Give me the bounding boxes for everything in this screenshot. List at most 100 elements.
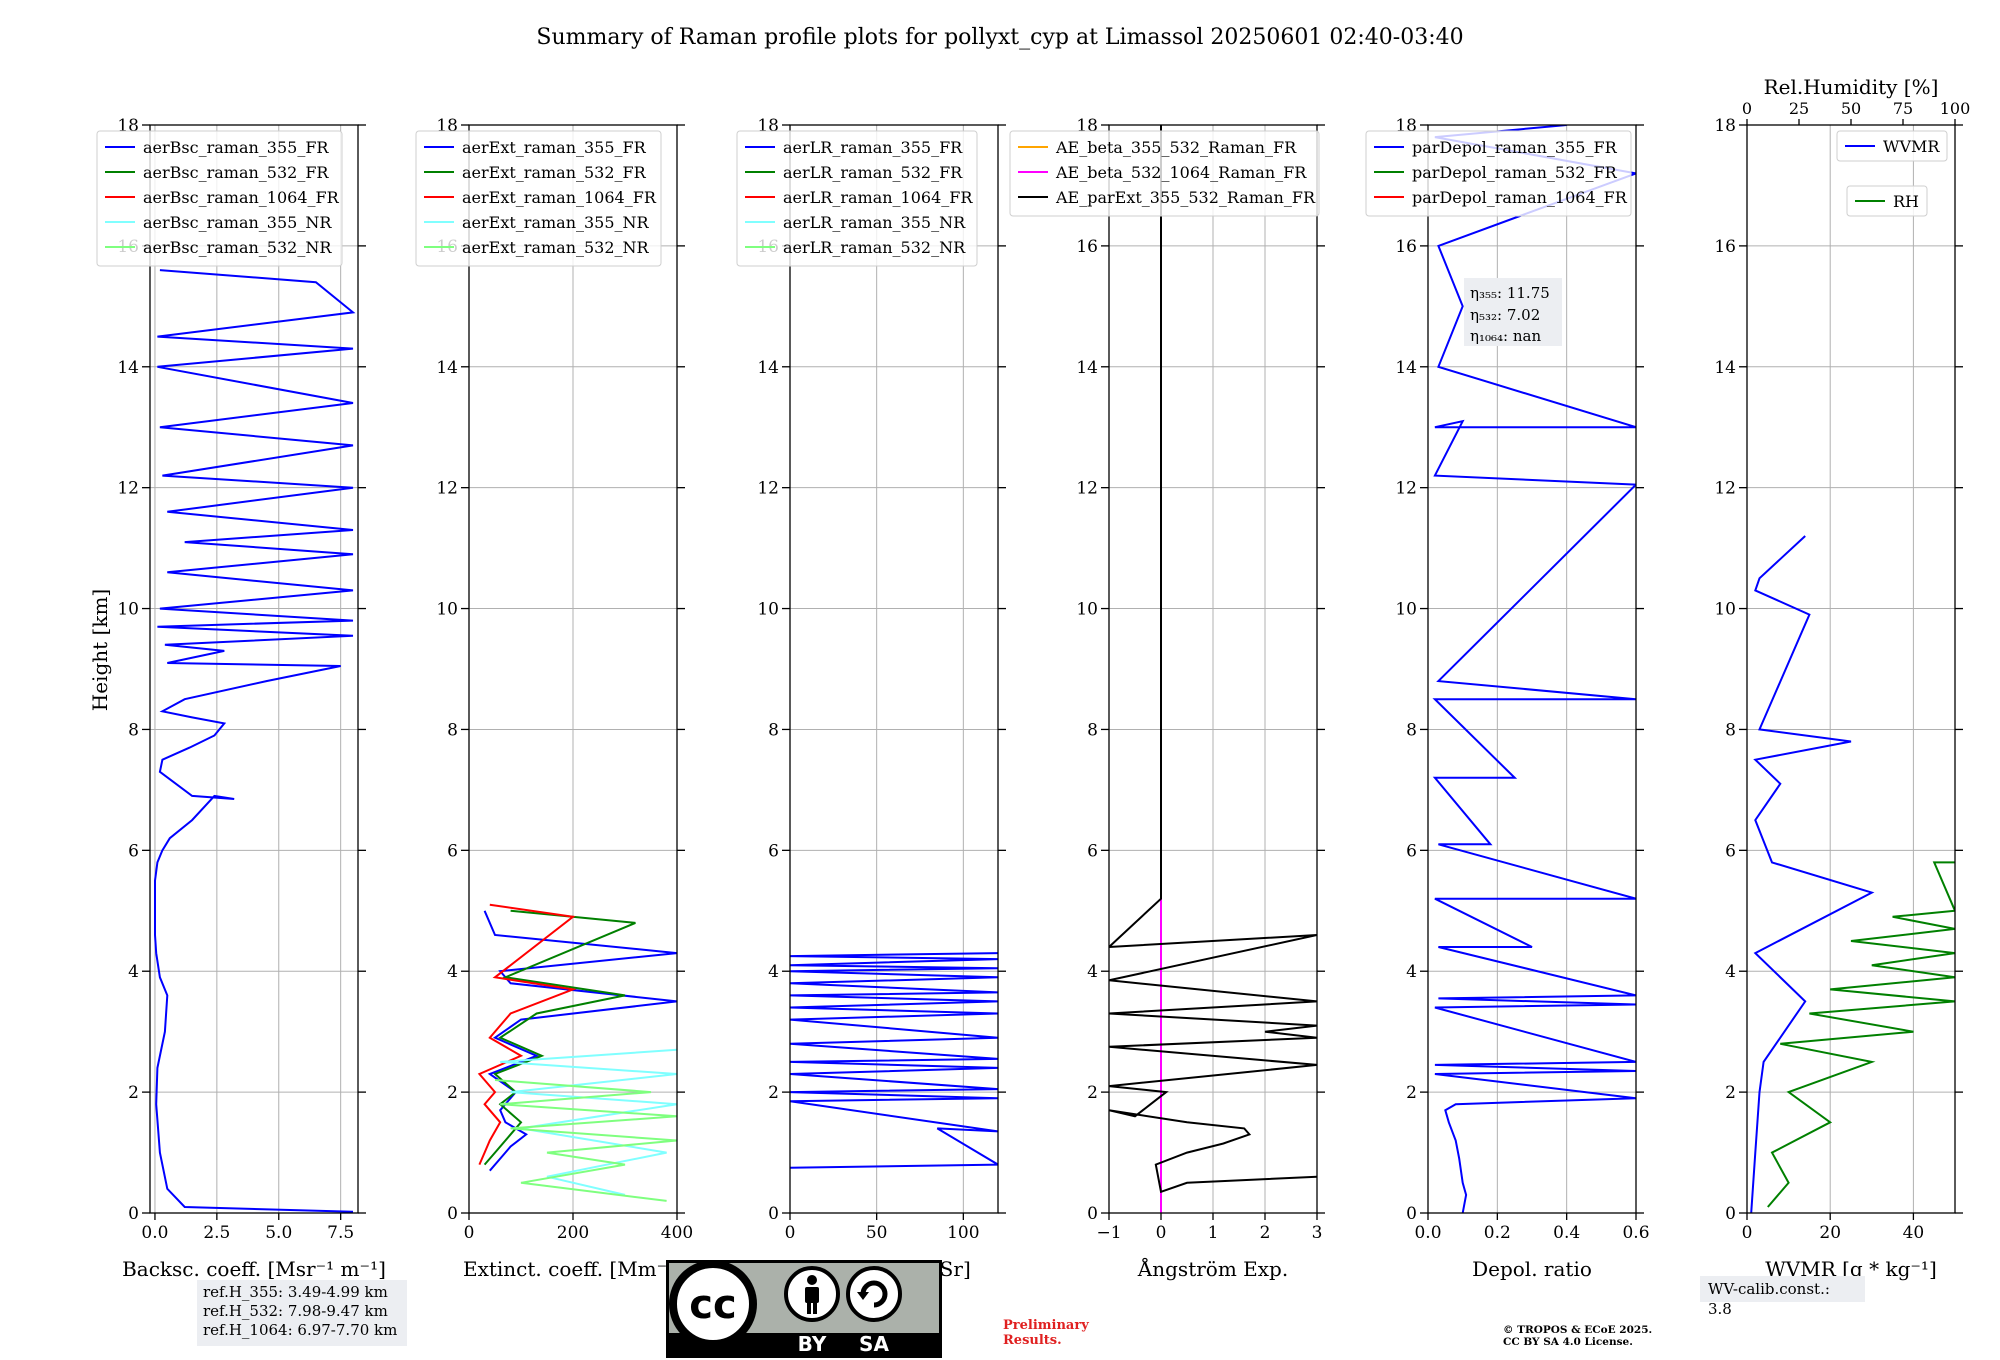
preliminary-line-1: Preliminary xyxy=(1003,1318,1089,1333)
legend-label: AE_beta_532_1064_Raman_FR xyxy=(1055,163,1307,182)
y-tick-label: 6 xyxy=(1725,841,1736,861)
legend-label: aerExt_raman_532_NR xyxy=(462,238,650,257)
sa-share-alike-icon xyxy=(846,1266,902,1322)
panel-3: 024681012141618050100Lidar ratio [Sr]aer… xyxy=(736,116,1006,1281)
y-tick-label: 10 xyxy=(117,600,139,620)
wv-calib-const: WV-calib.const.: 3.8 xyxy=(1708,1280,1830,1318)
reference-height-box: ref.H_355: 3.49-4.99 km ref.H_532: 7.98-… xyxy=(197,1280,407,1346)
series-aerExt_raman_355_FR xyxy=(483,910,677,1172)
eta-532: η₅₃₂: 7.02 xyxy=(1470,306,1540,324)
y-tick-label: 2 xyxy=(1725,1083,1736,1103)
y-tick-label: 6 xyxy=(768,841,779,861)
legend-box xyxy=(1836,130,1948,162)
y-tick-label: 0 xyxy=(1725,1204,1736,1224)
ref-h-355: ref.H_355: 3.49-4.99 km xyxy=(203,1283,388,1301)
x-tick-label: 0 xyxy=(1742,1223,1753,1243)
y-tick-label: 10 xyxy=(1076,600,1098,620)
badge-by-label: BY xyxy=(798,1332,827,1356)
y-tick-label: 14 xyxy=(117,358,139,378)
cc-logo-icon xyxy=(669,1260,757,1348)
series-aerLR_raman_355_FR xyxy=(790,952,998,1169)
x-tick-label: 0.0 xyxy=(1414,1223,1441,1243)
y-tick-label: 0 xyxy=(447,1204,458,1224)
y-tick-label: 12 xyxy=(757,479,779,499)
x-tick-label: 40 xyxy=(1903,1223,1925,1243)
y-tick-label: 6 xyxy=(1087,841,1098,861)
y-tick-label: 0 xyxy=(1087,1204,1098,1224)
eta-box xyxy=(1464,278,1562,346)
y-tick-label: 14 xyxy=(436,358,458,378)
x-axis-label: Ångström Exp. xyxy=(1137,1256,1288,1281)
y-tick-label: 4 xyxy=(1406,962,1417,982)
series-RH xyxy=(1767,861,1955,1208)
legend-label: aerLR_raman_355_FR xyxy=(783,138,963,157)
y-tick-label: 18 xyxy=(1714,116,1736,136)
axes-frame xyxy=(149,124,359,1214)
legend-label: aerBsc_raman_355_FR xyxy=(143,138,329,157)
y-tick-label: 8 xyxy=(768,720,779,740)
legend-label: AE_beta_355_532_Raman_FR xyxy=(1055,138,1297,157)
axes-frame xyxy=(789,124,999,1214)
x-tick-label: 1 xyxy=(1208,1223,1219,1243)
x-tick-label: 0.2 xyxy=(1484,1223,1511,1243)
preliminary-line-2: Results. xyxy=(1003,1333,1062,1348)
y-tick-label: 10 xyxy=(757,600,779,620)
legend-label: aerLR_raman_532_NR xyxy=(783,238,966,257)
y-tick-label: 12 xyxy=(1714,479,1736,499)
y-tick-label: 12 xyxy=(436,479,458,499)
legend-box xyxy=(415,130,662,267)
x-tick-label: 0.4 xyxy=(1553,1223,1580,1243)
axes-frame xyxy=(1427,124,1637,1214)
y-tick-label: 8 xyxy=(1087,720,1098,740)
top-x-tick-label: 0 xyxy=(1742,99,1752,118)
panel-2: 0246810121416180200400Extinct. coeff. [M… xyxy=(415,116,693,1281)
x-tick-label: 2 xyxy=(1260,1223,1271,1243)
series-aerExt_raman_1064_FR xyxy=(477,903,577,1165)
legend-label: aerExt_raman_355_NR xyxy=(462,213,650,232)
y-tick-label: 4 xyxy=(1087,962,1098,982)
legend-label: parDepol_raman_1064_FR xyxy=(1412,188,1628,207)
legend-label: WVMR xyxy=(1883,137,1940,156)
legend-box xyxy=(96,130,343,267)
x-tick-label: 0 xyxy=(1156,1223,1167,1243)
legend: aerBsc_raman_355_FR aerBsc_raman_532_FRae… xyxy=(96,130,343,267)
y-axis-label: Height [km] xyxy=(88,589,112,711)
x-tick-label: 7.5 xyxy=(327,1223,354,1243)
y-tick-label: 14 xyxy=(757,358,779,378)
axes-frame xyxy=(468,124,678,1214)
y-tick-label: 12 xyxy=(117,479,139,499)
series-aerExt_raman_532_FR xyxy=(483,909,636,1166)
x-tick-label: 5.0 xyxy=(265,1223,292,1243)
y-tick-label: 6 xyxy=(1406,841,1417,861)
eta-355: η₃₅₅: 11.75 xyxy=(1470,284,1550,302)
x-tick-label: 50 xyxy=(866,1223,888,1243)
y-tick-label: 8 xyxy=(1406,720,1417,740)
y-tick-label: 6 xyxy=(128,841,139,861)
ref-h-532: ref.H_532: 7.98-9.47 km xyxy=(203,1302,388,1320)
x-tick-label: 100 xyxy=(947,1223,979,1243)
y-tick-label: 12 xyxy=(1076,479,1098,499)
legend-label: aerBsc_raman_1064_FR xyxy=(143,188,340,207)
legend-label: aerExt_raman_1064_FR xyxy=(462,188,657,207)
cc-by-sa-badge: cc BY SA xyxy=(666,1260,942,1358)
top-x-tick-label: 100 xyxy=(1940,99,1971,118)
copyright-line-1: © TROPOS & ECoE 2025. xyxy=(1503,1324,1653,1336)
series-aerExt_raman_532_NR xyxy=(494,1079,677,1202)
series-aerBsc_raman_355_FR xyxy=(154,269,356,1213)
y-tick-label: 2 xyxy=(1406,1083,1417,1103)
y-tick-label: 4 xyxy=(768,962,779,982)
x-tick-label: 0.0 xyxy=(141,1223,168,1243)
legend-box xyxy=(1365,130,1632,217)
x-tick-label: 200 xyxy=(557,1223,589,1243)
preliminary-note: Preliminary Results. xyxy=(1003,1318,1089,1348)
legend: aerExt_raman_355_FR aerExt_raman_532_FRae… xyxy=(415,130,662,267)
y-tick-label: 4 xyxy=(1725,962,1736,982)
legend-box xyxy=(1009,130,1320,217)
legend-box xyxy=(1846,185,1928,217)
x-tick-label: 400 xyxy=(661,1223,693,1243)
legend-label: aerBsc_raman_355_NR xyxy=(143,213,332,232)
y-tick-label: 4 xyxy=(447,962,458,982)
y-tick-label: 10 xyxy=(436,600,458,620)
